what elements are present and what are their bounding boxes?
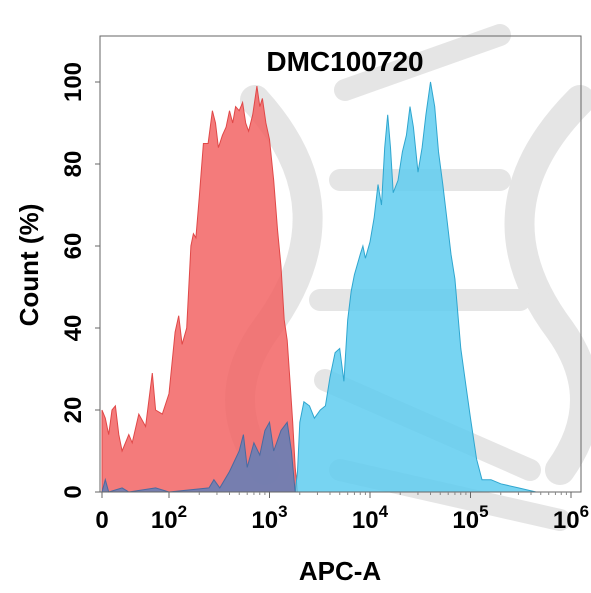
series-layer <box>101 81 537 493</box>
x-tick-label: 104 <box>352 502 389 534</box>
y-tick-label: 20 <box>60 397 87 424</box>
y-tick-label: 0 <box>60 485 87 498</box>
y-axis-label: Count (%) <box>14 204 44 327</box>
x-tick-label: 0 <box>95 507 108 534</box>
x-tick-label: 106 <box>553 502 589 534</box>
y-tick-label: 80 <box>60 151 87 178</box>
x-axis-label: APC-A <box>299 556 382 586</box>
chart-title: DMC100720 <box>266 46 423 77</box>
tick-layer: 0 20 40 60 80 100 0 102 103 104 105 106 <box>60 62 589 534</box>
series-area-1 <box>101 86 299 493</box>
x-tick-label: 105 <box>452 502 488 534</box>
y-tick-label: 60 <box>60 233 87 260</box>
x-tick-label: 103 <box>251 502 287 534</box>
series-area-2 <box>294 81 537 493</box>
x-tick-label: 102 <box>151 502 187 534</box>
series-area-3 <box>101 420 296 493</box>
plot-frame <box>99 35 582 493</box>
y-tick-label: 100 <box>60 62 87 102</box>
y-tick-label: 40 <box>60 315 87 342</box>
